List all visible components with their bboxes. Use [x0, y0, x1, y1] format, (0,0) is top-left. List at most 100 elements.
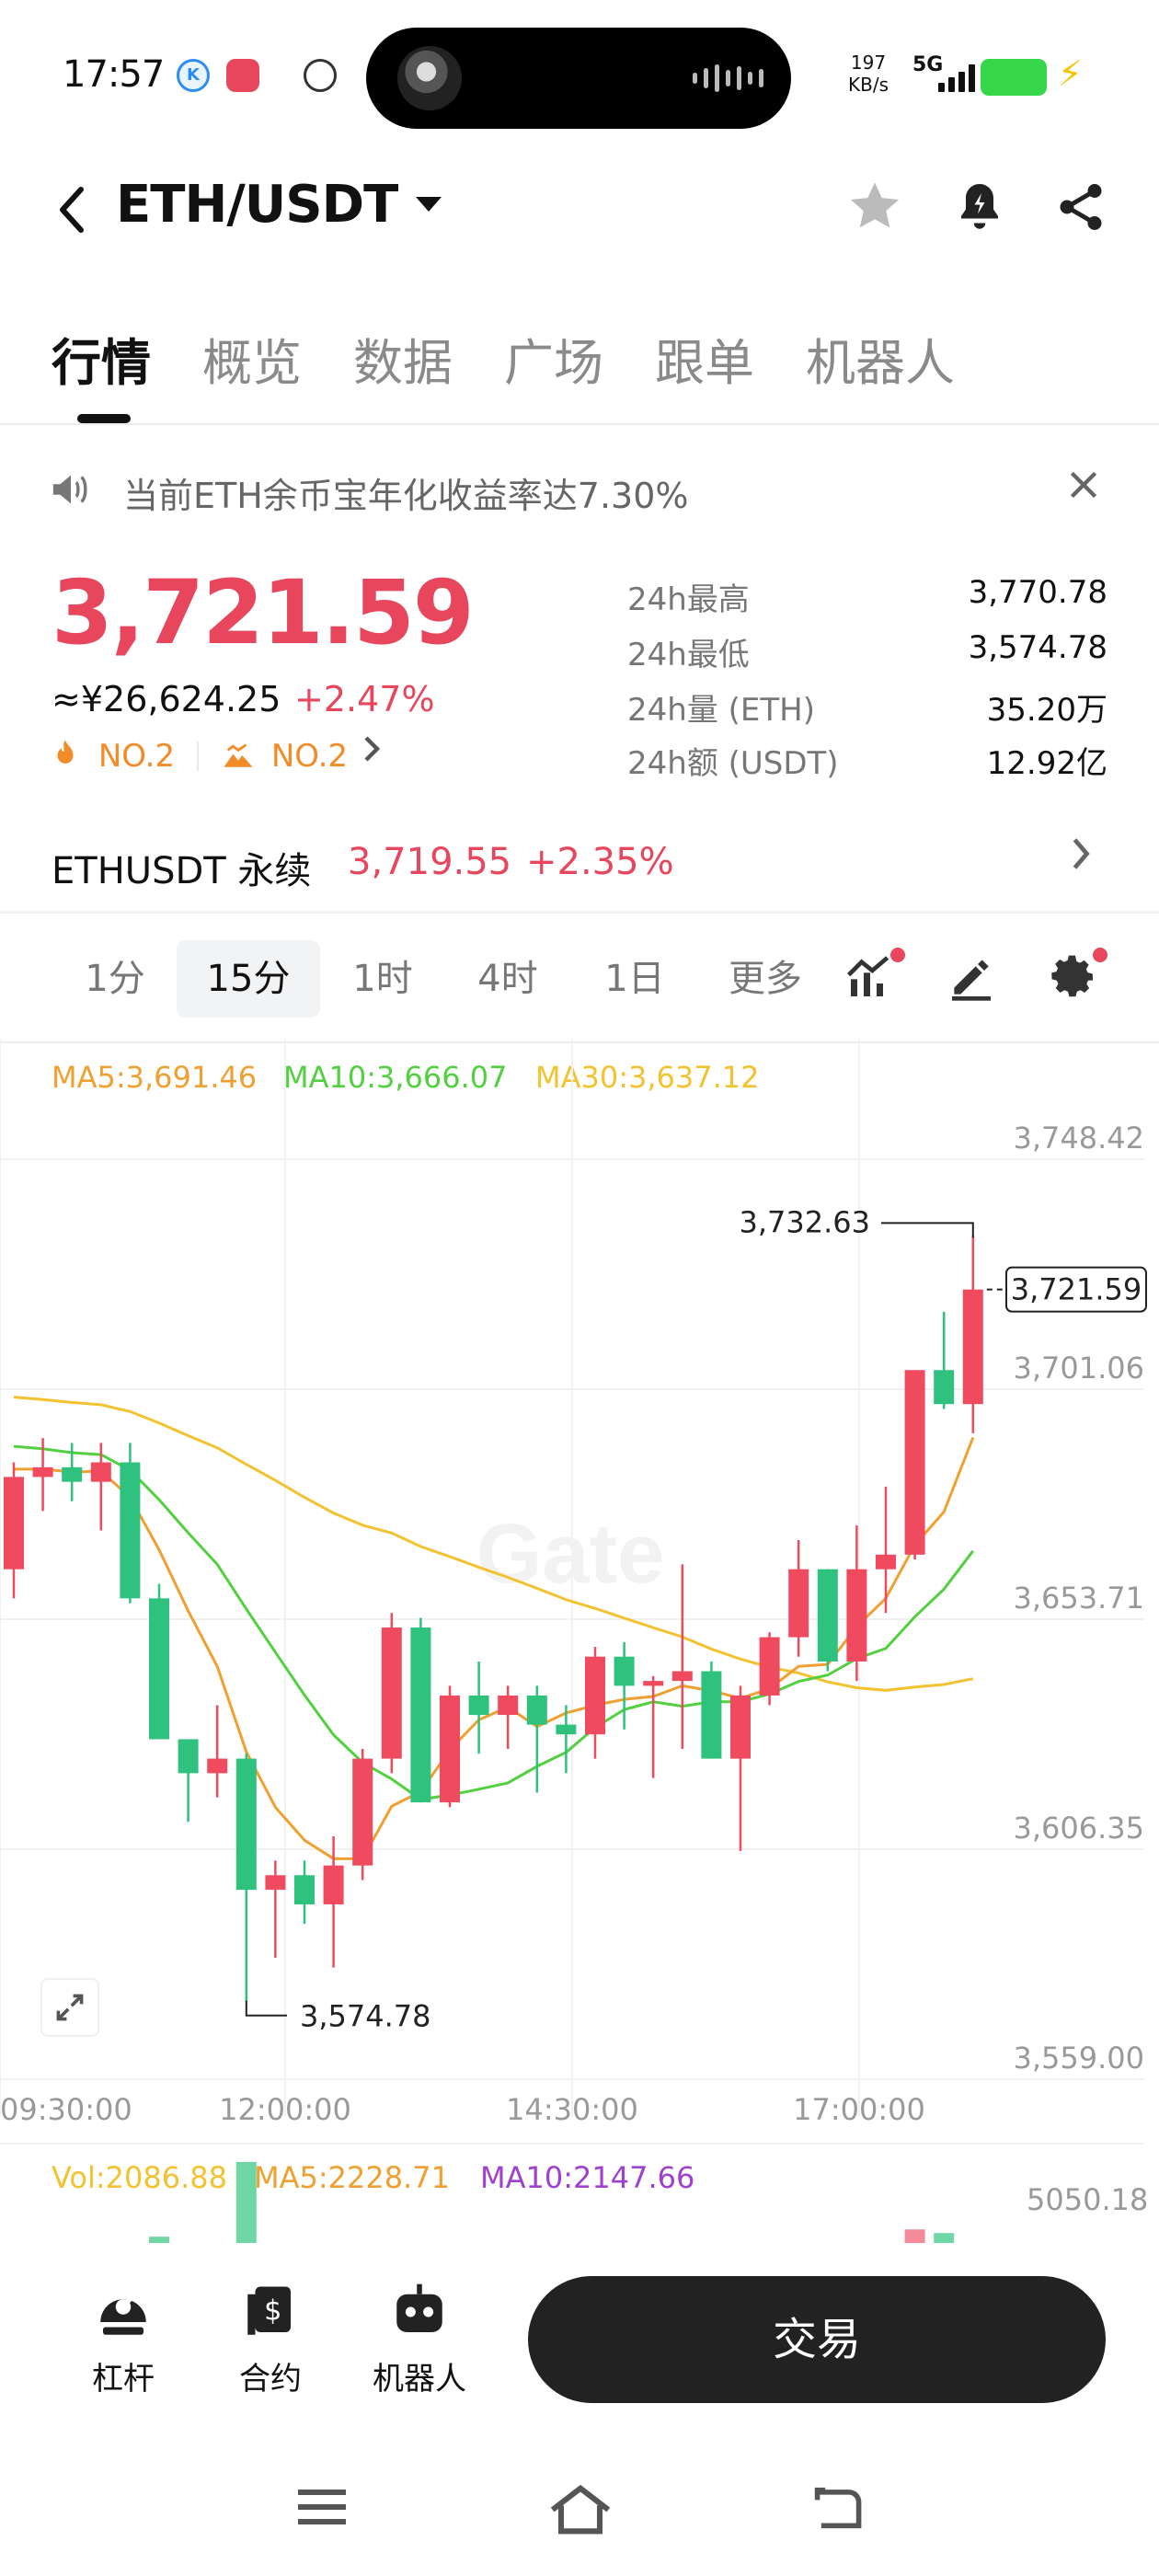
pair-selector[interactable]: ETH/USDT [116, 175, 398, 235]
x-tick-label: 09:30:00 [0, 2092, 132, 2127]
tabs-divider [0, 423, 1159, 425]
candle-up [962, 1289, 983, 1405]
candle-down [410, 1627, 431, 1803]
ma10-legend: MA10:3,666.07 [283, 1060, 508, 1095]
candle-up [440, 1695, 460, 1803]
rank-gainers[interactable]: NO.2 [223, 738, 348, 775]
vol-ma10-legend: MA10:2147.66 [480, 2160, 695, 2195]
bottom-leverage[interactable]: 杠杆 [68, 2282, 178, 2398]
y-tick-label: 3,748.42 [1014, 1121, 1145, 1156]
ma10-line [13, 1444, 974, 1801]
candlestick-chart[interactable]: Gate 3,748.42 3,701.06 3,653.71 3,606.35 3,5… [0, 1040, 1159, 2245]
candle-up [759, 1637, 780, 1696]
ma-lines [13, 1396, 975, 1860]
vol-legend: Vol:2086.88 [52, 2160, 227, 2195]
star-icon[interactable] [843, 175, 907, 239]
perpetual-chevron-icon[interactable] [1069, 834, 1093, 885]
interval-1m[interactable]: 1分 [85, 958, 145, 1000]
candle-up [846, 1569, 867, 1662]
fire-icon [57, 740, 74, 764]
y-tick-label: 3,701.06 [1014, 1351, 1145, 1386]
network-type: 5G [912, 53, 944, 76]
candle-down [235, 1758, 257, 1891]
net-speed-value: 197 [850, 52, 887, 74]
volume-bar [235, 2162, 257, 2245]
active-tab-indicator [77, 414, 131, 423]
indicator-icon[interactable] [844, 948, 905, 1006]
x-tick-label: 12:00:00 [219, 2092, 351, 2127]
notice-text[interactable]: 当前ETH余币宝年化收益率达7.30% [123, 476, 689, 516]
tab-copy-trade[interactable]: 跟单 [655, 334, 754, 392]
bottom-bot-label: 机器人 [373, 2361, 466, 2398]
perpetual-price: 3,719.55 [348, 841, 512, 883]
rank-hot[interactable]: NO.2 [52, 738, 175, 775]
leverage-icon [100, 2290, 146, 2335]
tab-bot[interactable]: 机器人 [806, 334, 955, 392]
vol-axis-max: 5050.18 [1027, 2182, 1149, 2217]
mountain-icon [224, 743, 253, 767]
settings-badge [1093, 948, 1107, 962]
bottom-leverage-label: 杠杆 [92, 2361, 155, 2398]
close-icon[interactable] [1067, 462, 1100, 512]
tab-market[interactable]: 行情 [52, 334, 151, 392]
candle-down [701, 1671, 722, 1759]
back-nav-icon[interactable] [809, 2484, 865, 2536]
tab-data[interactable]: 数据 [353, 334, 453, 392]
candle-up [4, 1477, 24, 1570]
audio-wave-icon [693, 64, 763, 92]
candle-up [788, 1569, 809, 1638]
expand-icon[interactable] [40, 1978, 99, 2037]
rank-hot-label: NO.2 [98, 738, 176, 775]
candle-up [498, 1695, 519, 1716]
candle-down [556, 1724, 577, 1735]
home-icon[interactable] [548, 2484, 613, 2539]
last-price-label: 3,721.59 [1011, 1272, 1142, 1307]
candle-down [934, 1370, 955, 1405]
stat-value-low: 3,574.78 [968, 629, 1107, 666]
stat-value-turnover: 12.92亿 [986, 745, 1107, 782]
tab-square[interactable]: 广场 [504, 334, 603, 392]
candle-up [265, 1875, 286, 1891]
interval-more[interactable]: 更多 [729, 958, 802, 1000]
k-app-icon: K [177, 59, 210, 92]
tab-overview[interactable]: 概览 [202, 334, 302, 392]
vol-ma5-legend: MA5:2228.71 [254, 2160, 450, 2195]
high-marker-line [881, 1222, 974, 1238]
y-tick-label: 3,606.35 [1014, 1811, 1145, 1846]
timer-app-icon [304, 59, 337, 92]
dynamic-island [366, 28, 791, 129]
candle-down [294, 1875, 315, 1904]
candle-down [149, 1598, 169, 1740]
y-tick-label: 3,653.71 [1014, 1581, 1145, 1616]
indicator-badge [890, 948, 905, 962]
svg-text:$: $ [264, 2294, 281, 2327]
interval-4h[interactable]: 4时 [477, 958, 538, 1000]
chart-watermark: Gate [476, 1507, 665, 1601]
x-tick-label: 14:30:00 [506, 2092, 638, 2127]
bell-icon[interactable] [947, 175, 1012, 239]
menu-icon[interactable] [296, 2484, 348, 2532]
draw-pen-icon[interactable] [946, 951, 1001, 1006]
candle-up [32, 1466, 53, 1478]
bottom-bot[interactable]: 机器人 [364, 2282, 475, 2398]
share-icon[interactable] [1049, 175, 1113, 239]
high-marker-label: 3,732.63 [740, 1204, 871, 1239]
price-cny: ≈¥26,624.25 [52, 679, 281, 719]
perpetual-name[interactable]: ETHUSDT 永续 [52, 850, 312, 892]
interval-1d[interactable]: 1日 [604, 958, 665, 1000]
interval-15m[interactable]: 15分 [177, 940, 320, 1018]
bottom-contract[interactable]: $ 合约 [215, 2282, 326, 2398]
stat-value-volume: 35.20万 [986, 692, 1107, 729]
settings-icon[interactable] [1049, 948, 1107, 1006]
bottom-contract-label: 合约 [239, 2361, 302, 2398]
candle-down [178, 1739, 199, 1774]
interval-1h[interactable]: 1时 [352, 958, 413, 1000]
candle-up [904, 1370, 925, 1555]
section-divider [0, 911, 1159, 914]
status-bar: 17:57 K 197 KB/s 5G ⚡ [0, 0, 1159, 156]
dropdown-caret-icon[interactable] [416, 197, 442, 212]
back-icon[interactable] [53, 182, 90, 250]
y-tick-label: 3,559.00 [1014, 2041, 1145, 2076]
trade-button[interactable]: 交易 [528, 2276, 1106, 2403]
chevron-right-icon[interactable] [361, 730, 383, 776]
